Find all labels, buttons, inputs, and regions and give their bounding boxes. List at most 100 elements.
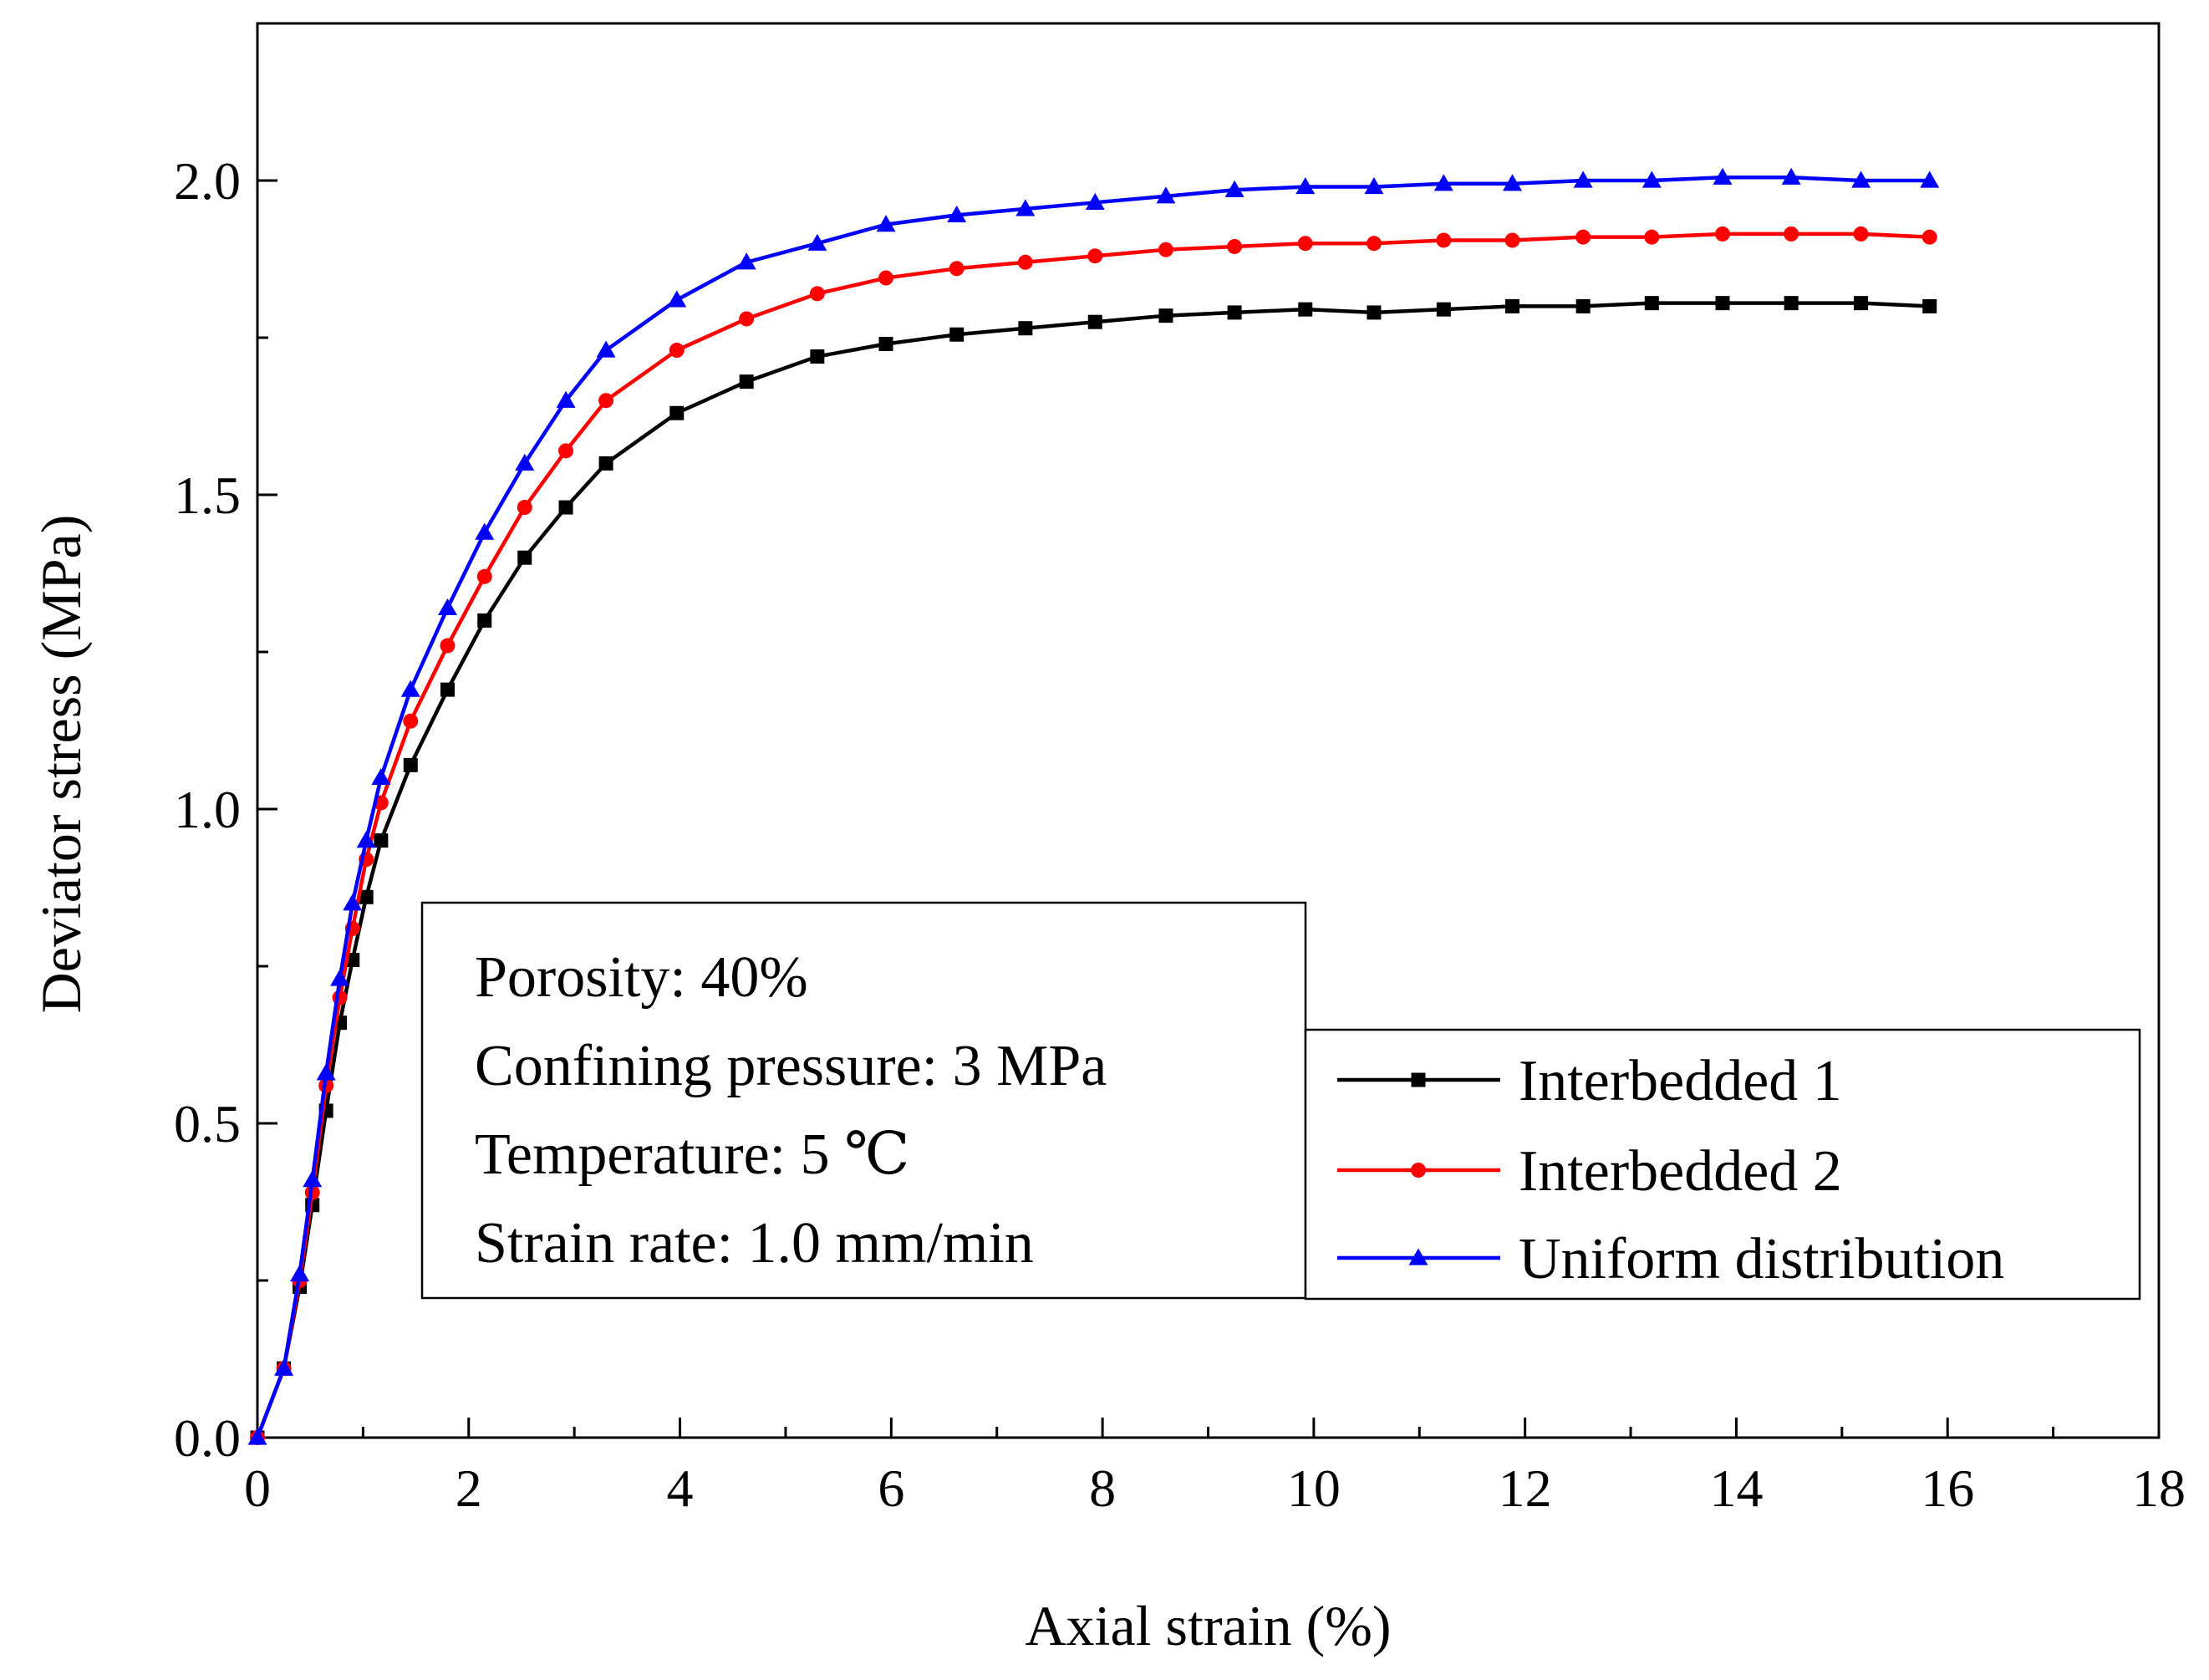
data-point — [878, 270, 894, 286]
data-point — [343, 893, 363, 911]
data-point — [1920, 171, 1940, 188]
y-tick-label: 1.5 — [174, 466, 241, 525]
annotation-porosity: Porosity: 40% — [475, 945, 808, 1010]
data-point — [476, 568, 492, 584]
data-point — [1784, 296, 1799, 311]
data-point — [517, 550, 532, 565]
x-tick-label: 6 — [878, 1459, 904, 1518]
data-point — [247, 1428, 267, 1445]
data-point — [876, 215, 896, 232]
annotation-box: Porosity: 40% Confining pressure: 3 MPa … — [420, 901, 1307, 1300]
data-point — [477, 613, 492, 628]
data-point — [949, 327, 965, 342]
annotation-frame — [420, 901, 1307, 1300]
data-point — [1366, 236, 1382, 252]
data-point — [1017, 254, 1033, 270]
data-point — [1854, 296, 1869, 311]
data-point — [1367, 305, 1382, 320]
data-point — [1644, 229, 1660, 245]
x-tick-label: 16 — [1921, 1459, 1974, 1518]
data-point — [669, 405, 685, 420]
data-point — [739, 311, 755, 327]
data-point — [274, 1358, 294, 1376]
legend-label: Interbedded 1 — [1519, 1049, 1842, 1113]
data-point — [371, 767, 391, 786]
data-point — [1573, 171, 1593, 188]
data-point — [1575, 229, 1591, 245]
data-point — [1295, 177, 1316, 195]
legend-label: Uniform distribution — [1519, 1227, 2004, 1291]
data-point — [1364, 177, 1384, 195]
data-point — [1853, 226, 1869, 242]
data-point — [440, 638, 456, 654]
legend: Interbedded 1 Interbedded 2 Uniform distri… — [1304, 1028, 2141, 1301]
series-uniform-distribution — [247, 167, 1940, 1445]
data-point — [290, 1264, 310, 1282]
x-tick-label: 18 — [2132, 1459, 2186, 1518]
data-point — [1921, 229, 1937, 245]
data-point — [1156, 186, 1176, 204]
y-tick-label: 2.0 — [174, 151, 241, 211]
legend-frame — [1304, 1028, 2141, 1301]
data-point — [1015, 199, 1036, 216]
data-point — [1436, 232, 1452, 248]
data-point — [1575, 298, 1591, 313]
data-point — [1851, 171, 1871, 188]
data-point — [316, 1063, 336, 1081]
data-point — [356, 831, 376, 848]
data-point — [1644, 296, 1659, 311]
data-point — [1715, 226, 1731, 242]
data-point — [403, 757, 418, 772]
data-point — [1922, 298, 1937, 313]
data-point — [810, 349, 825, 364]
data-point — [1503, 174, 1522, 191]
data-point — [1784, 226, 1799, 242]
data-point — [598, 393, 614, 409]
data-point — [1505, 298, 1519, 313]
legend-swatch-marker — [1411, 1072, 1426, 1087]
data-point — [558, 500, 573, 515]
data-point — [330, 969, 350, 986]
data-point — [440, 682, 455, 697]
data-point — [1436, 302, 1451, 317]
annotation-confining-pressure: Confining pressure: 3 MPa — [475, 1034, 1107, 1098]
data-point — [1781, 167, 1801, 185]
data-point — [1227, 238, 1243, 254]
data-point — [403, 713, 419, 729]
y-tick-label: 0.5 — [174, 1094, 241, 1153]
data-point — [598, 456, 613, 471]
data-point — [1158, 242, 1173, 257]
x-tick-label: 12 — [1499, 1459, 1552, 1518]
data-point — [1224, 180, 1244, 197]
data-point — [878, 337, 893, 352]
data-point — [1298, 302, 1313, 317]
legend-swatch-marker — [1408, 1248, 1428, 1265]
data-point — [739, 374, 754, 389]
annotation-strain-rate: Strain rate: 1.0 mm/min — [475, 1211, 1034, 1275]
x-tick-label: 0 — [244, 1459, 271, 1518]
data-point — [1641, 171, 1662, 188]
x-tick-label: 2 — [456, 1459, 482, 1518]
data-point — [809, 286, 825, 302]
x-tick-label: 4 — [667, 1459, 694, 1518]
y-tick-label: 1.0 — [174, 780, 241, 839]
y-axis-title: Deviator stress (MPa) — [29, 515, 93, 1014]
series-layer — [247, 167, 1940, 1445]
data-point — [558, 443, 574, 459]
legend-item: Interbedded 1 — [1337, 1049, 1842, 1113]
series-line — [255, 232, 1930, 1438]
data-point — [359, 889, 374, 904]
annotation-temperature: Temperature: 5 ℃ — [475, 1123, 909, 1187]
data-point — [1087, 314, 1102, 329]
data-point — [1715, 296, 1730, 311]
series-interbedded-1 — [250, 296, 1937, 1445]
y-axis-ticks: 0.0 0.5 1.0 1.5 2.0 — [174, 151, 277, 1468]
data-point — [807, 233, 827, 251]
x-axis-ticks: 0 2 4 6 8 10 12 14 16 18 — [244, 1418, 2186, 1518]
x-tick-label: 8 — [1089, 1459, 1116, 1518]
data-point — [400, 680, 420, 697]
data-point — [517, 500, 532, 516]
x-axis-title: Axial strain (%) — [1025, 1594, 1391, 1657]
x-tick-label: 14 — [1709, 1459, 1763, 1518]
